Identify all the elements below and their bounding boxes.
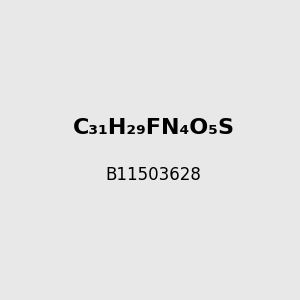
Text: C₃₁H₂₉FN₄O₅S: C₃₁H₂₉FN₄O₅S xyxy=(73,118,235,138)
Text: B11503628: B11503628 xyxy=(106,166,202,184)
